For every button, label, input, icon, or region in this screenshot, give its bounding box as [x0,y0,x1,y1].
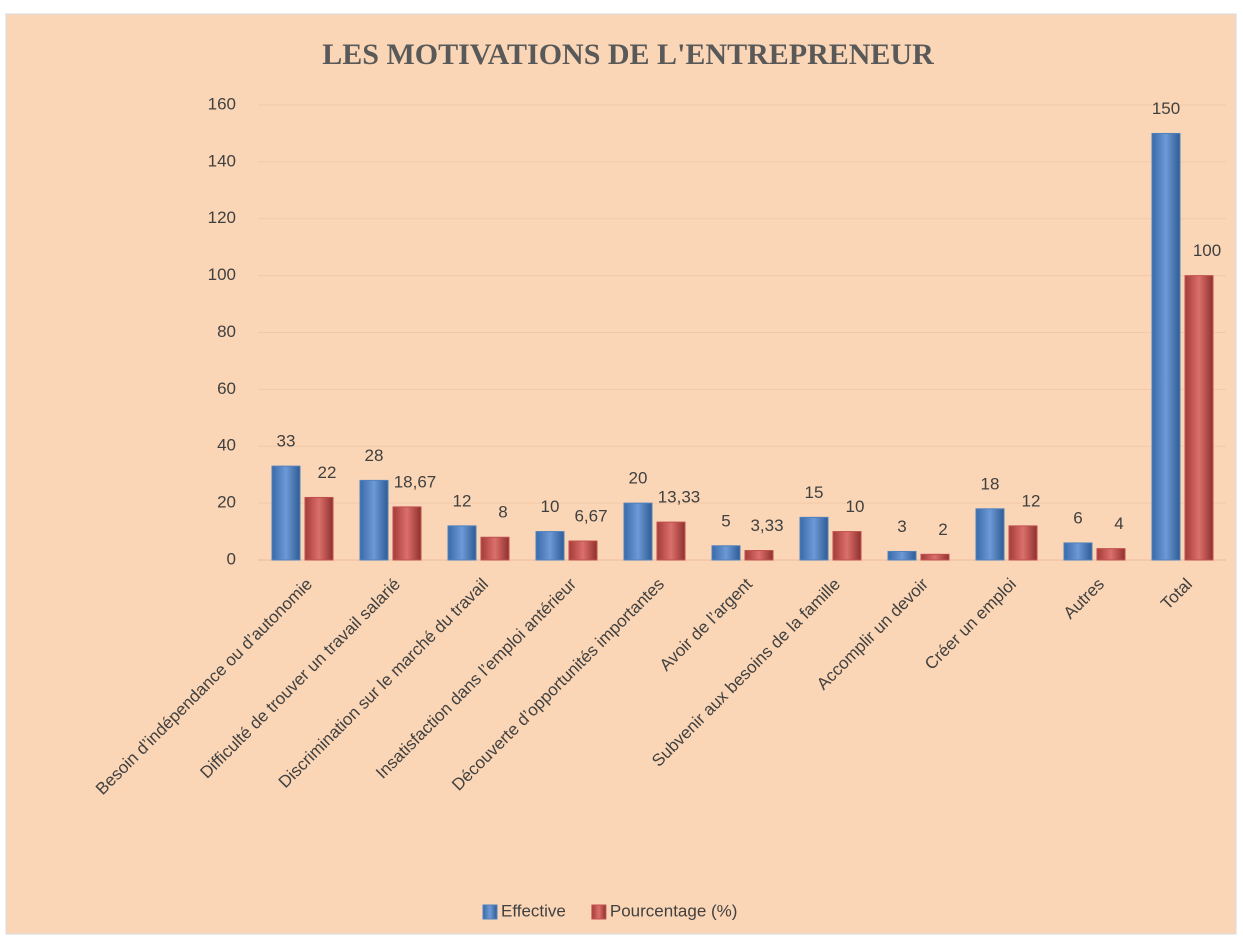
bar [304,496,334,561]
data-label: 20 [629,469,648,488]
bar [568,540,598,561]
data-label: 22 [318,463,337,482]
bar [887,550,917,561]
data-label: 2 [938,520,947,539]
data-label: 10 [541,497,560,516]
data-label: 8 [498,503,507,522]
data-label: 6,67 [574,507,607,526]
bar [656,521,686,561]
data-label: 12 [1022,491,1041,510]
y-tick-label: 100 [208,265,236,284]
y-tick-label: 160 [208,94,236,113]
data-label: 3 [897,517,906,536]
bar [271,465,301,561]
y-tick-label: 80 [217,322,236,341]
data-label: 28 [365,446,384,465]
bar [1008,525,1038,561]
legend-swatch [482,904,498,920]
bar [447,525,477,561]
data-label: 18,67 [394,472,437,491]
bar [920,553,950,561]
bar [744,550,774,561]
y-tick-label: 20 [217,493,236,512]
y-tick-label: 140 [208,151,236,170]
y-tick-label: 0 [227,549,236,568]
data-label: 18 [981,474,1000,493]
bar [1151,132,1181,561]
bar [392,506,422,561]
y-tick-label: 120 [208,208,236,227]
data-label: 100 [1193,241,1221,260]
data-label: 15 [805,483,824,502]
bar [535,531,565,561]
bar [1184,275,1214,561]
data-label: 5 [721,511,730,530]
bar [480,536,510,561]
bar [359,479,389,561]
bar [1063,542,1093,561]
y-tick-label: 40 [217,436,236,455]
bar [623,502,653,561]
data-label: 12 [453,491,472,510]
data-label: 13,33 [658,488,701,507]
legend-swatch [591,904,607,920]
data-label: 150 [1152,99,1180,118]
legend-label: Effective [501,901,566,920]
bar [975,508,1005,561]
data-label: 33 [277,432,296,451]
bar [1096,548,1126,561]
data-label: 4 [1114,514,1123,533]
data-label: 3,33 [750,516,783,535]
bar [799,516,829,561]
chart-title: LES MOTIVATIONS DE L'ENTREPRENEUR [322,38,934,71]
bar [711,545,741,561]
y-tick-label: 60 [217,379,236,398]
legend-label: Pourcentage (%) [610,901,738,920]
data-label: 6 [1073,508,1082,527]
chart-background [5,13,1237,935]
bar [832,531,862,561]
data-label: 10 [846,497,865,516]
